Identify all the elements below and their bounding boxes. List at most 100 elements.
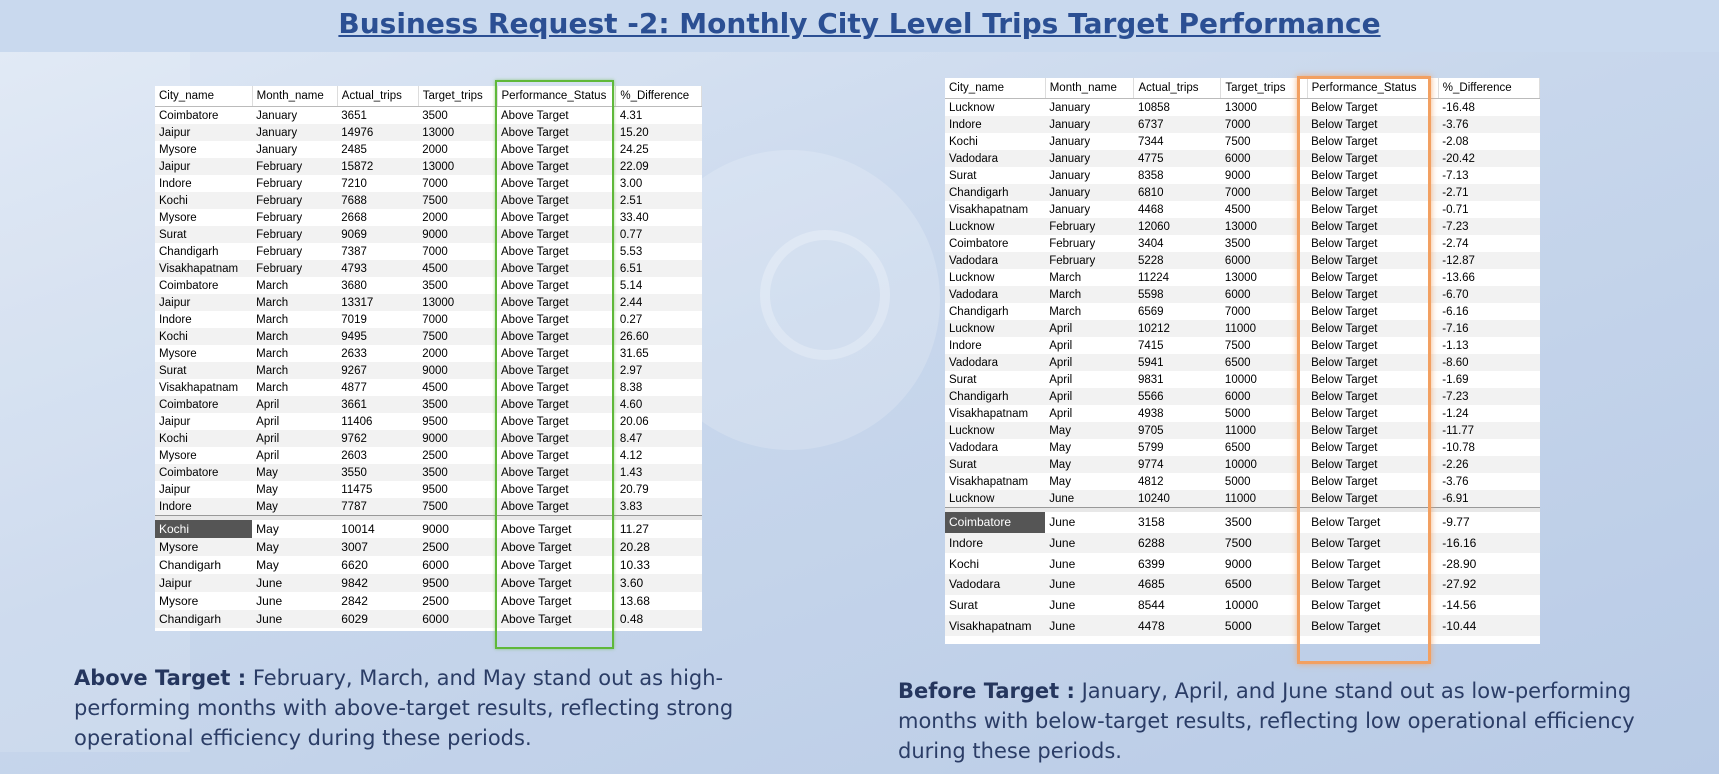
table-row: Kochi June 6399 9000 Below Target -28.90 — [945, 553, 1540, 574]
table-cell: June — [1045, 490, 1134, 508]
table-cell: 11000 — [1220, 320, 1308, 337]
table-cell: 9000 — [418, 430, 497, 447]
table-cell: Above Target — [497, 158, 616, 175]
table-cell: Kochi — [155, 192, 253, 209]
table-cell: Below Target — [1311, 305, 1378, 318]
table-cell: -16.16 — [1438, 532, 1540, 554]
table-cell: Above Target — [501, 143, 569, 156]
table-cell: January — [1045, 150, 1134, 167]
table-cell: January — [1049, 169, 1091, 182]
table-cell: 6.51 — [615, 260, 702, 277]
table-cell: 4.60 — [615, 396, 702, 413]
table-cell: 31.65 — [619, 347, 649, 360]
table-cell: June — [1049, 556, 1076, 571]
table-row: Mysore March 2633 2000 Above Target 31.65 — [155, 345, 702, 362]
table-cell: 13000 — [1220, 218, 1308, 235]
table-cell: 5228 — [1133, 252, 1221, 269]
table-cell: 9831 — [1137, 373, 1164, 386]
table-cell: Surat — [949, 373, 977, 386]
table-cell: February — [256, 177, 303, 190]
table-cell: Vadodara — [945, 574, 1046, 595]
table-row: Coimbatore June 3158 3500 Below Target -9.77 — [945, 512, 1540, 533]
table-cell: Above Target — [501, 449, 569, 462]
table-cell: -10.78 — [1442, 441, 1475, 454]
table-cell: Jaipur — [155, 124, 253, 141]
table-cell: -3.76 — [1442, 475, 1469, 488]
table-cell: Vadodara — [949, 441, 999, 454]
table-cell: April — [1049, 407, 1073, 420]
table-row: Indore March 7019 7000 Above Target 0.27 — [155, 311, 702, 328]
table-cell: March — [256, 347, 289, 360]
table-cell: 7787 — [337, 498, 419, 516]
table-cell: 7019 — [341, 313, 367, 326]
table-cell: 10858 — [1137, 101, 1170, 114]
table-cell: 9000 — [1224, 169, 1251, 182]
below-target-note: Before Target : January, April, and June… — [898, 676, 1698, 766]
table-row: Jaipur March 13317 13000 Above Target 2.44 — [155, 294, 702, 311]
column-header: %_Difference — [1438, 78, 1540, 99]
table-cell: Above Target — [497, 192, 616, 209]
table-row: Vadodara April 5941 6500 Below Target -8.60 — [945, 354, 1540, 371]
table-cell: Below Target — [1311, 598, 1381, 613]
table-cell: 7387 — [341, 245, 367, 258]
table-cell: Above Target — [497, 226, 616, 243]
table-row: Surat April 9831 10000 Below Target -1.69 — [945, 371, 1540, 388]
table-cell: Below Target — [1311, 271, 1378, 284]
table-cell: June — [1049, 598, 1076, 613]
table-cell: Below Target — [1311, 556, 1381, 571]
table-cell: 11475 — [341, 483, 373, 496]
table-cell: Above Target — [501, 483, 569, 496]
table-cell: 4500 — [418, 260, 497, 277]
table-row: Kochi March 9495 7500 Above Target 26.60 — [155, 328, 702, 345]
table-cell: 6000 — [1220, 388, 1308, 405]
table-row: Indore May 7787 7500 Above Target 3.83 — [155, 498, 702, 516]
table-cell: 0.27 — [619, 313, 643, 326]
table-row: Visakhapatnam March 4877 4500 Above Target 8.… — [155, 379, 702, 396]
table-cell: 6029 — [337, 610, 419, 628]
table-row: Kochi May 10014 9000 Above Target 11.27 — [155, 520, 702, 538]
table-cell: 2.97 — [615, 362, 702, 379]
table-cell: January — [1045, 184, 1134, 201]
table-cell: 4877 — [341, 381, 367, 394]
table-divider — [945, 507, 1540, 512]
table-row: Coimbatore April 3661 3500 Above Target 4.60 — [155, 396, 702, 413]
table-cell: 8.47 — [615, 430, 702, 447]
note-text: January, April, and June stand out as lo… — [898, 679, 1635, 763]
table-cell: June — [252, 574, 338, 592]
table-cell: 9495 — [337, 328, 419, 345]
table-cell: 6000 — [422, 558, 449, 572]
table-cell: Below Target — [1311, 475, 1378, 488]
table-cell: 2633 — [341, 347, 367, 360]
table-row: Mysore June 2842 2500 Above Target 13.68 — [155, 592, 702, 610]
table-cell: 3500 — [418, 396, 497, 413]
table-cell: Indore — [159, 313, 192, 326]
table-cell: 3158 — [1137, 515, 1165, 530]
table-cell: Below Target — [1307, 532, 1439, 554]
table-row: Lucknow March 11224 13000 Below Target -13.66 — [945, 269, 1540, 286]
table-cell: 5000 — [1224, 407, 1251, 420]
table-cell: Vadodara — [945, 252, 1046, 269]
table-cell: May — [1049, 441, 1071, 454]
table-cell: Below Target — [1311, 135, 1378, 148]
table-cell: Below Target — [1307, 218, 1439, 235]
table-cell: 6737 — [1133, 116, 1221, 133]
table-row: Lucknow February 12060 13000 Below Target -7.… — [945, 218, 1540, 235]
table-cell: -2.74 — [1442, 237, 1469, 250]
table-row: Visakhapatnam June 4478 5000 Below Target -10… — [945, 615, 1540, 637]
column-header: Target_trips — [1220, 78, 1308, 99]
table-cell: 2603 — [341, 449, 367, 462]
table-cell: Coimbatore — [159, 279, 219, 292]
table-cell: -9.77 — [1442, 515, 1470, 530]
table-cell: Below Target — [1307, 456, 1439, 473]
table-cell: Surat — [949, 598, 978, 613]
table-cell: Indore — [159, 177, 192, 190]
table-row: Visakhapatnam February 4793 4500 Above Targe… — [155, 260, 702, 277]
table-cell: -3.76 — [1438, 116, 1540, 133]
table-row: Coimbatore February 3404 3500 Below Target -2… — [945, 235, 1540, 252]
table-row: Surat February 9069 9000 Above Target 0.77 — [155, 226, 702, 243]
table-cell: 10212 — [1133, 320, 1221, 337]
table-cell: 9000 — [418, 362, 497, 379]
table-cell: 5598 — [1133, 286, 1221, 303]
table-cell: Jaipur — [159, 415, 191, 428]
table-cell: Below Target — [1311, 515, 1381, 530]
